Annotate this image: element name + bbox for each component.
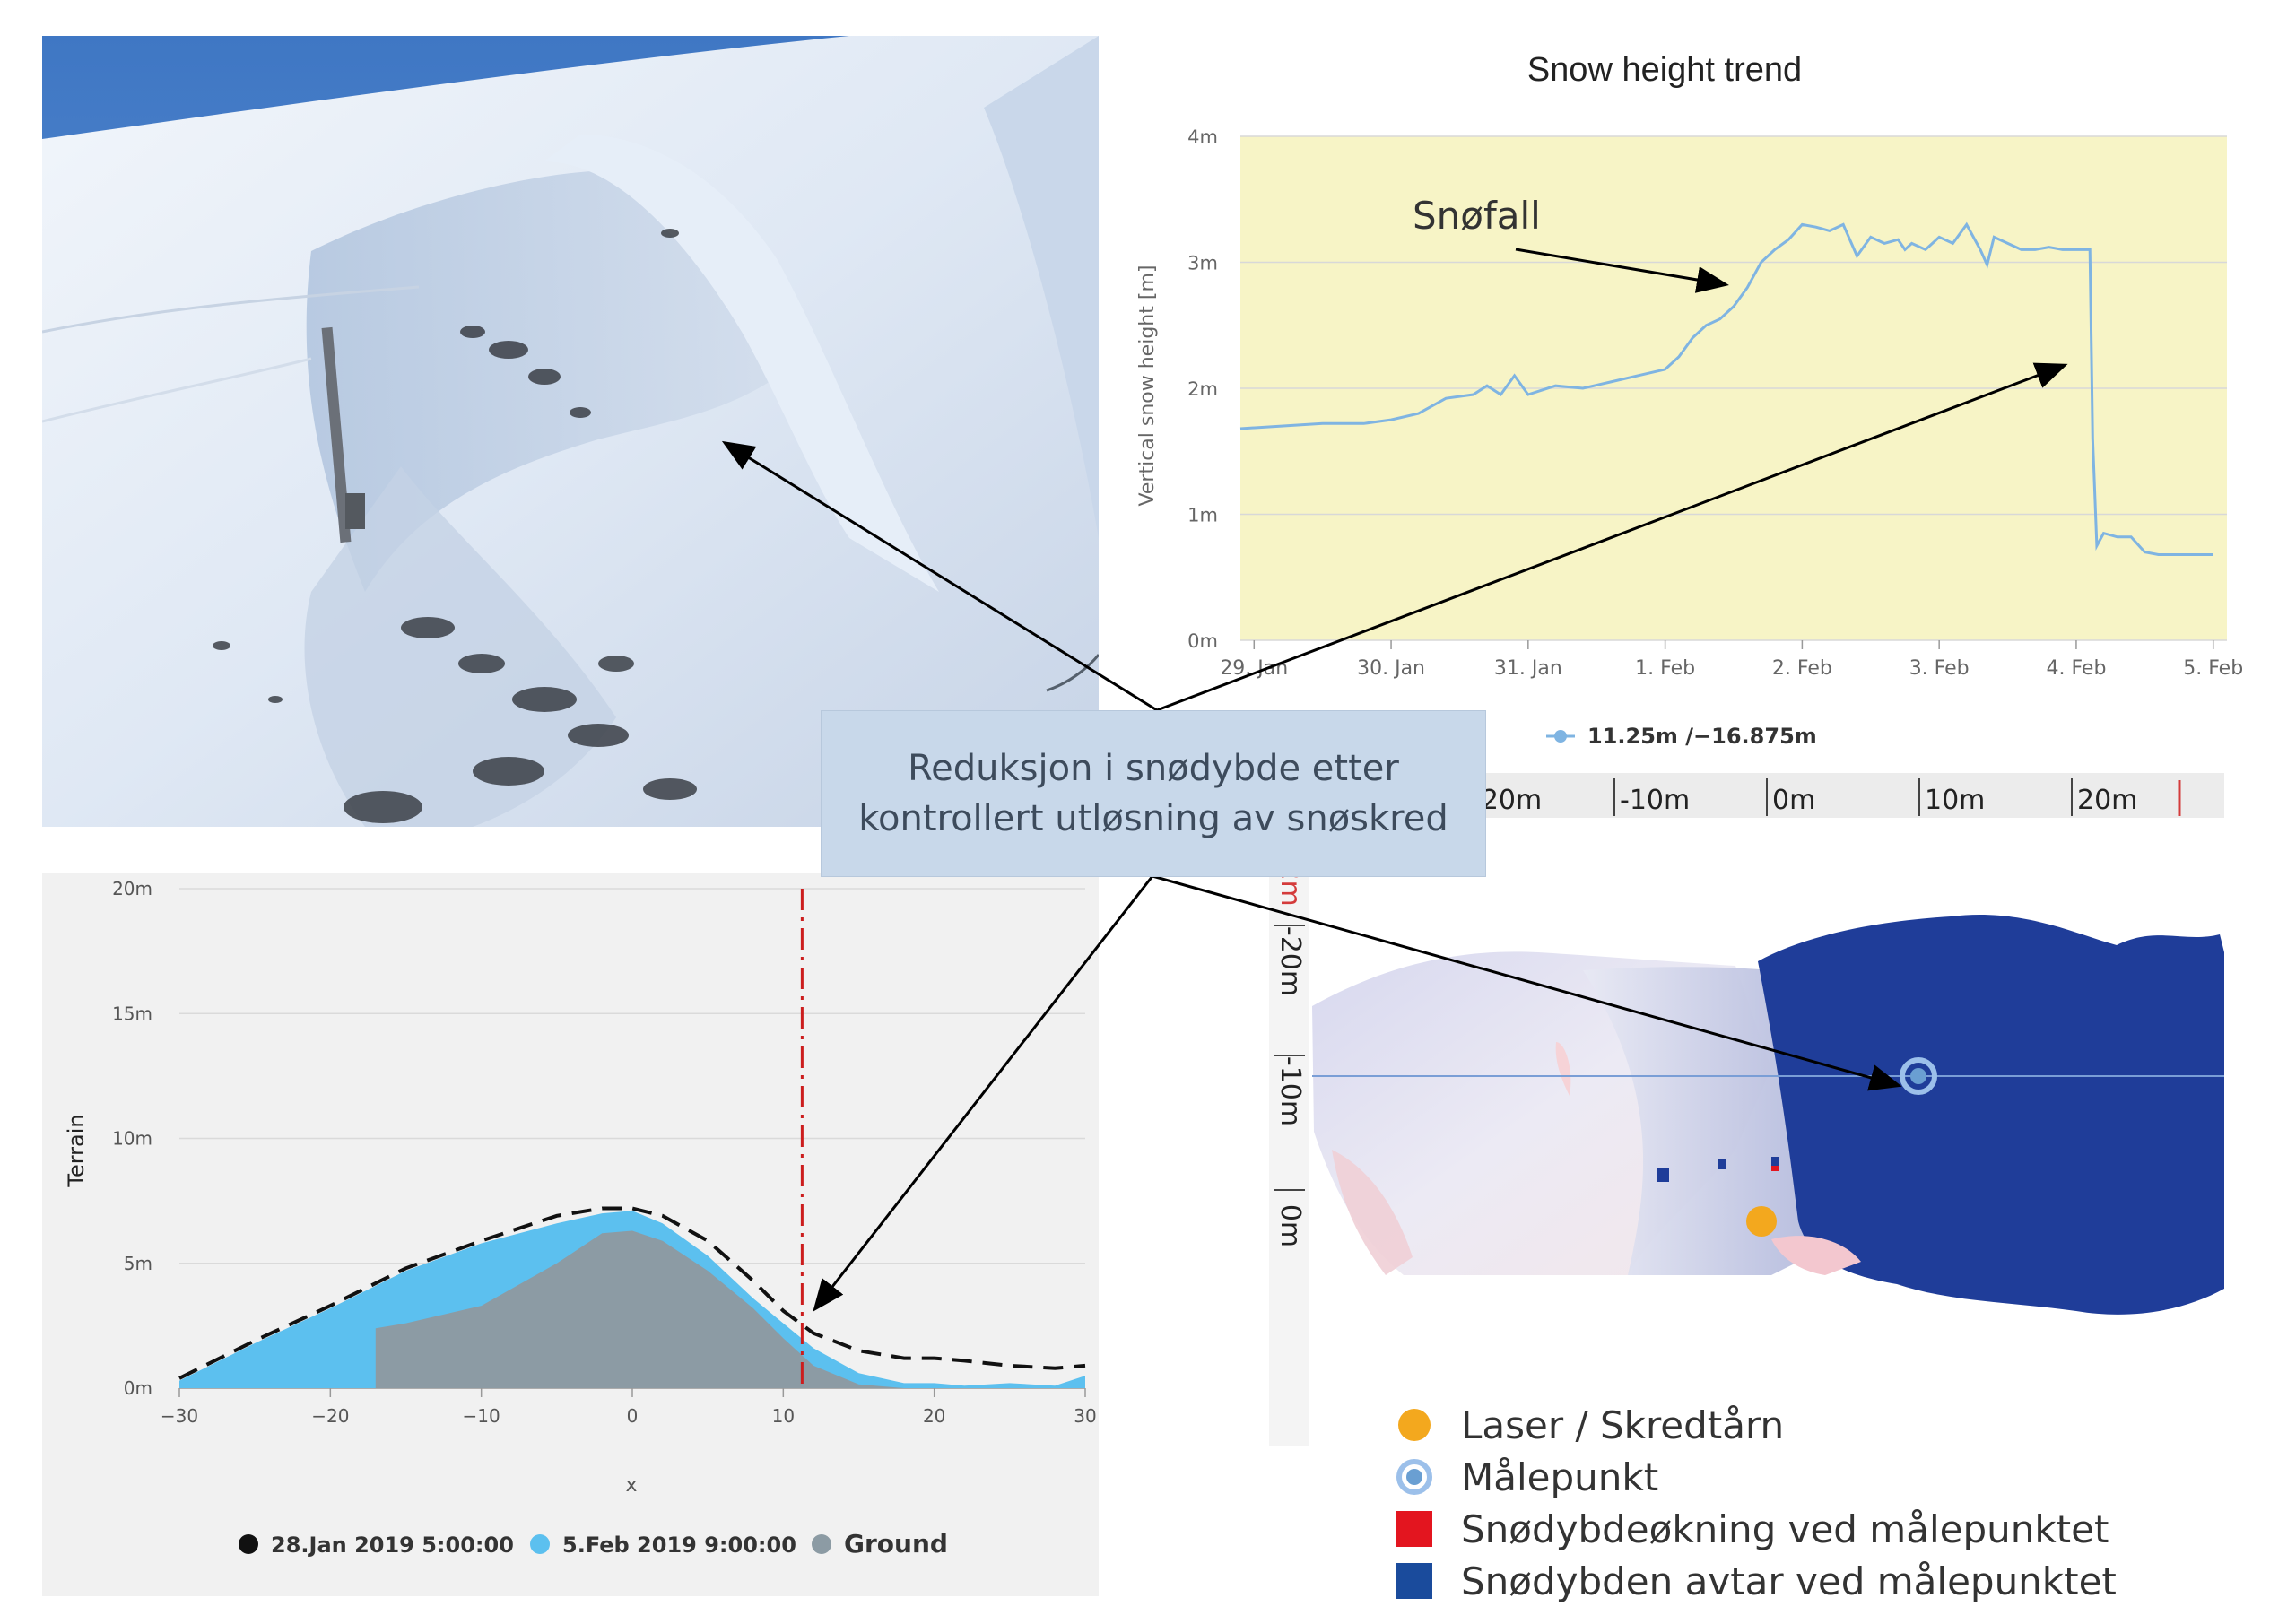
- legend-label-ground: Ground: [844, 1529, 948, 1559]
- snow-slope-photo: [42, 36, 1099, 827]
- terrain-y-tick-label: 5m: [124, 1253, 152, 1274]
- trend-x-ticks: 29. Jan 30. Jan 31. Jan 1. Feb 2. Feb 3. Feb 4…: [1220, 640, 2243, 680]
- trend-y-tick-label: 4m: [1187, 126, 1218, 148]
- terrain-x-tick-label: −10: [463, 1405, 500, 1427]
- measure-point-target-icon: [1900, 1057, 1937, 1095]
- trend-legend[interactable]: 11.25m /−16.875m: [1546, 724, 1817, 749]
- trend-y-tick-label: 1m: [1187, 505, 1218, 526]
- heatmap-x-tick-label: 0m: [1772, 785, 1815, 816]
- trend-x-tick-label: 1. Feb: [1635, 657, 1695, 680]
- terrain-profile-chart: 0m 5m 10m 15m 20m −30 −20 −10 0 10 20 30 x Terrain…: [42, 873, 1099, 1596]
- heatmap-small-blocks: [1657, 1157, 1845, 1187]
- terrain-y-tick-label: 0m: [124, 1377, 152, 1399]
- terrain-y-tick-label: 15m: [112, 1003, 152, 1024]
- heatmap-y-tick-label: -10m: [1274, 1056, 1306, 1126]
- blue-square-icon: [1395, 1561, 1434, 1601]
- terrain-x-tick-label: 20: [923, 1405, 945, 1427]
- trend-y-axis-label: Vertical snow height [m]: [1136, 265, 1159, 507]
- trend-x-tick-label: 5. Feb: [2183, 657, 2243, 680]
- trend-x-tick-label: 29. Jan: [1220, 657, 1288, 680]
- trend-x-tick-label: 31. Jan: [1494, 657, 1562, 680]
- series-ground-area: [375, 1230, 1085, 1388]
- laser-dot-icon: [1395, 1405, 1434, 1445]
- callout-box: Reduksjon i snødybde etter kontrollert u…: [821, 710, 1486, 877]
- legend-decrease: Snødybden avtar ved målepunktet: [1395, 1555, 2202, 1607]
- trend-legend-marker: [1554, 730, 1567, 743]
- terrain-x-tick-label: 10: [772, 1405, 795, 1427]
- snow-height-trend-chart: Snow height trend 0m 1m 2m 3m 4m 29. Jan 30. …: [1136, 51, 2243, 749]
- trend-x-tick-label: 4. Feb: [2046, 657, 2106, 680]
- legend-increase: Snødybdeøkning ved målepunktet: [1395, 1503, 2202, 1555]
- legend-measure-point: Målepunkt: [1395, 1451, 2202, 1503]
- terrain-y-axis-label: Terrain: [64, 1114, 89, 1187]
- terrain-x-tick-label: −30: [161, 1405, 198, 1427]
- legend-label-jan: 28.Jan 2019 5:00:00: [271, 1533, 514, 1558]
- heatmap-y-tick-label: -20m: [1274, 926, 1306, 996]
- trend-title: Snow height trend: [1527, 51, 1802, 89]
- heatmap-x-ticks: -20m -10m 0m 10m 20m: [1465, 778, 2137, 816]
- terrain-x-tick-label: −20: [311, 1405, 349, 1427]
- heatmap-x-tick-label: 20m: [2077, 785, 2137, 816]
- legend-measure-point-label: Målepunkt: [1461, 1455, 1659, 1499]
- trend-y-ticks: 0m 1m 2m 3m 4m: [1187, 126, 1218, 652]
- heatmap-legend: Laser / Skredtårn Målepunkt Snødybdeøkni…: [1395, 1399, 2202, 1607]
- terrain-y-tick-label: 20m: [112, 878, 152, 899]
- legend-item-jan[interactable]: 28.Jan 2019 5:00:00: [239, 1533, 514, 1558]
- heatmap-increase-patch: [1332, 1150, 1413, 1275]
- heatmap-y-tick-label: 0m: [1274, 1204, 1306, 1247]
- terrain-x-axis-label: x: [625, 1474, 637, 1497]
- terrain-y-ticks: 0m 5m 10m 15m 20m: [112, 878, 152, 1399]
- callout-line-2: kontrollert utløsning av snøskred: [858, 798, 1448, 839]
- trend-x-tick-label: 2. Feb: [1772, 657, 1832, 680]
- trend-x-tick-label: 3. Feb: [1909, 657, 1970, 680]
- heatmap-increase-patch: [1771, 1236, 1861, 1275]
- heatmap-x-tick-label: 10m: [1925, 785, 1985, 816]
- heatmap-left-ruler: [1269, 818, 1309, 1446]
- legend-increase-label: Snødybdeøkning ved målepunktet: [1461, 1507, 2109, 1551]
- legend-laser: Laser / Skredtårn: [1395, 1399, 2202, 1451]
- trend-y-tick-label: 3m: [1187, 253, 1218, 274]
- trend-y-tick-label: 0m: [1187, 630, 1218, 652]
- heatmap-x-tick-label: -10m: [1620, 785, 1690, 816]
- trend-legend-label: 11.25m /−16.875m: [1587, 724, 1817, 749]
- terrain-x-tick-label: 30: [1074, 1405, 1096, 1427]
- heatmap-red-point: [1771, 1166, 1779, 1171]
- legend-laser-label: Laser / Skredtårn: [1461, 1403, 1785, 1447]
- terrain-x-tick-label: 0: [627, 1405, 639, 1427]
- callout-line-1: Reduksjon i snødybde etter: [908, 748, 1399, 789]
- trend-x-tick-label: 30. Jan: [1357, 657, 1425, 680]
- terrain-legend[interactable]: 28.Jan 2019 5:00:00 5.Feb 2019 9:00:00 G…: [239, 1529, 948, 1559]
- target-icon: [1395, 1457, 1434, 1497]
- legend-label-feb: 5.Feb 2019 9:00:00: [562, 1533, 796, 1558]
- callout-text: Reduksjon i snødybde etter kontrollert u…: [858, 743, 1448, 844]
- laser-tower-dot: [1746, 1206, 1777, 1237]
- series-jan-dashed-line: [178, 1206, 1086, 1380]
- snowfall-annotation: Snøfall: [1413, 194, 1541, 238]
- trend-y-tick-label: 2m: [1187, 378, 1218, 400]
- terrain-y-tick-label: 10m: [112, 1128, 152, 1150]
- legend-item-feb[interactable]: 5.Feb 2019 9:00:00: [530, 1533, 796, 1558]
- red-square-icon: [1395, 1509, 1434, 1549]
- legend-item-ground[interactable]: Ground: [812, 1529, 948, 1559]
- legend-decrease-label: Snødybden avtar ved målepunktet: [1461, 1559, 2117, 1603]
